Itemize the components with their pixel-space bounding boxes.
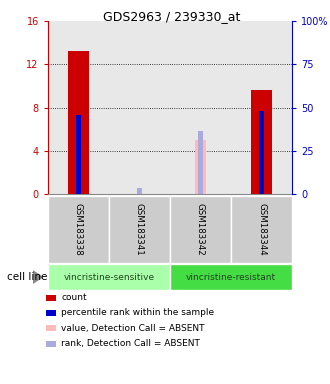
Text: count: count xyxy=(61,293,87,302)
Bar xyxy=(68,51,89,194)
Text: percentile rank within the sample: percentile rank within the sample xyxy=(61,308,214,318)
Bar xyxy=(198,131,203,194)
Text: GSM183341: GSM183341 xyxy=(135,203,144,256)
Text: GSM183344: GSM183344 xyxy=(257,203,266,256)
Text: vincristine-sensitive: vincristine-sensitive xyxy=(63,273,154,281)
Bar xyxy=(76,115,81,194)
Text: value, Detection Call = ABSENT: value, Detection Call = ABSENT xyxy=(61,324,205,333)
Text: vincristine-resistant: vincristine-resistant xyxy=(186,273,276,281)
Text: GSM183342: GSM183342 xyxy=(196,203,205,256)
Text: GSM183338: GSM183338 xyxy=(74,203,83,256)
Bar xyxy=(259,111,264,194)
Text: GDS2963 / 239330_at: GDS2963 / 239330_at xyxy=(103,10,240,23)
Bar xyxy=(251,90,272,194)
Bar xyxy=(195,140,206,194)
Text: rank, Detection Call = ABSENT: rank, Detection Call = ABSENT xyxy=(61,339,200,348)
Text: cell line: cell line xyxy=(7,272,47,282)
Bar xyxy=(137,188,142,194)
